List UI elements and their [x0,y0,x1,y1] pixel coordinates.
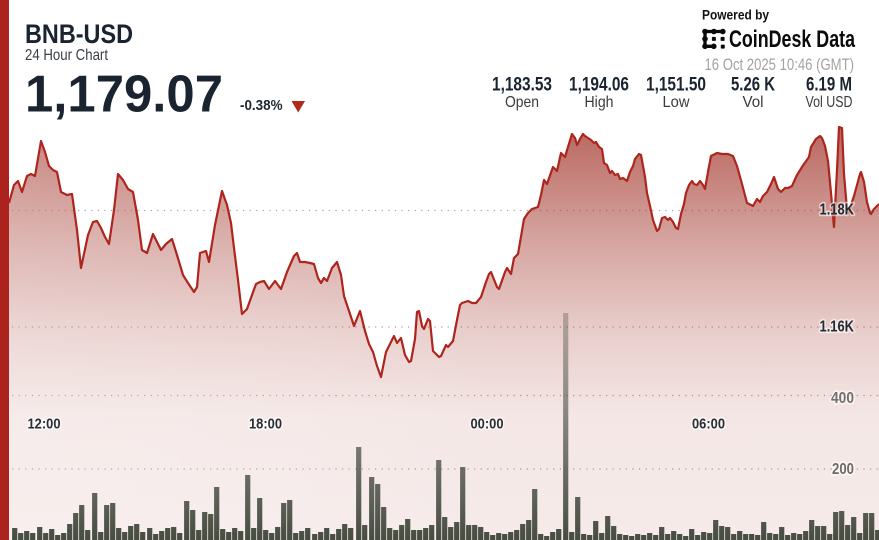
svg-text:1.16K: 1.16K [820,319,855,336]
svg-text:200: 200 [832,461,854,478]
svg-text:18:00: 18:00 [249,416,282,433]
svg-text:Vol: Vol [743,94,764,111]
svg-text:Open: Open [505,94,539,111]
svg-text:Low: Low [663,94,690,111]
svg-text:12:00: 12:00 [28,416,61,433]
svg-text:5.26 K: 5.26 K [731,74,775,96]
svg-text:-0.38%: -0.38% [240,97,283,114]
svg-text:CoinDesk Data: CoinDesk Data [729,26,855,53]
svg-text:6.19 M: 6.19 M [806,74,852,96]
svg-text:Powered by: Powered by [702,8,769,23]
svg-text:1,183.53: 1,183.53 [492,74,552,96]
svg-text:1,194.06: 1,194.06 [569,74,629,96]
svg-text:400: 400 [831,390,854,407]
svg-text:1,179.07: 1,179.07 [25,66,223,124]
svg-text:24 Hour Chart: 24 Hour Chart [25,47,108,64]
svg-text:16 Oct 2025 10:46 (GMT): 16 Oct 2025 10:46 (GMT) [705,56,855,74]
svg-text:1.18K: 1.18K [820,202,855,219]
svg-text:00:00: 00:00 [471,416,504,433]
svg-text:BNB-USD: BNB-USD [25,19,133,49]
svg-text:06:00: 06:00 [692,416,725,433]
svg-text:High: High [585,94,614,111]
svg-text:1,151.50: 1,151.50 [646,74,706,96]
svg-text:Vol USD: Vol USD [806,94,853,111]
